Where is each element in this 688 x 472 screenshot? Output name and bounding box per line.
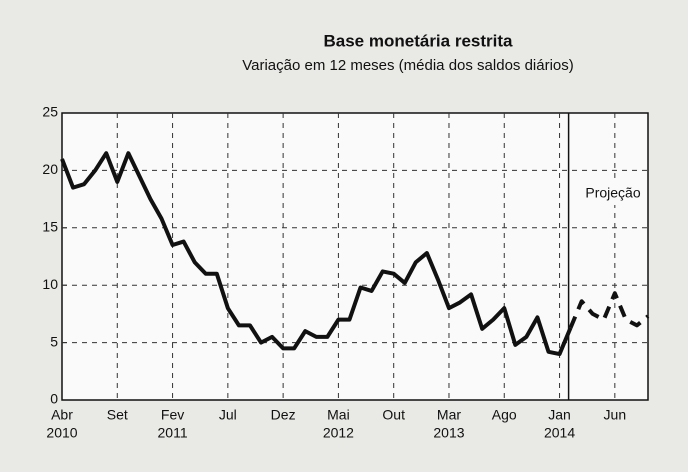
plot-area — [61, 112, 649, 401]
annotation: Projeção — [585, 185, 640, 201]
x-year-label: 2012 — [323, 425, 354, 441]
x-tick-label: Abr — [51, 407, 73, 423]
annotation-bg — [574, 183, 647, 205]
x-tick-label: Set — [107, 407, 128, 423]
y-tick-label: 0 — [50, 391, 58, 407]
y-tick-label: 20 — [42, 161, 58, 177]
x-year-label: 2014 — [544, 425, 575, 441]
y-tick-label: 15 — [42, 219, 58, 235]
y-tick-label: 25 — [42, 104, 58, 120]
x-tick-label: Fev — [161, 407, 184, 423]
x-tick-label: Mar — [437, 407, 461, 423]
y-tick-label: 10 — [42, 276, 58, 292]
x-year-label: 2011 — [158, 425, 188, 441]
x-tick-label: Dez — [271, 407, 296, 423]
x-tick-label: Jan — [548, 407, 571, 423]
chart-title: Base monetária restrita — [324, 31, 514, 50]
line-series — [60, 151, 573, 357]
line-series — [568, 291, 650, 329]
x-tick-label: Mai — [327, 407, 350, 423]
x-tick-label: Jul — [219, 407, 237, 423]
x-tick-label: Jun — [604, 407, 627, 423]
y-tick-label: 5 — [50, 333, 58, 349]
x-tick-label: Ago — [492, 407, 517, 423]
chart-subtitle: Variação em 12 meses (média dos saldos d… — [242, 57, 574, 74]
x-tick-label: Out — [382, 407, 405, 423]
x-year-label: 2013 — [433, 425, 464, 441]
x-year-label: 2010 — [46, 425, 77, 441]
